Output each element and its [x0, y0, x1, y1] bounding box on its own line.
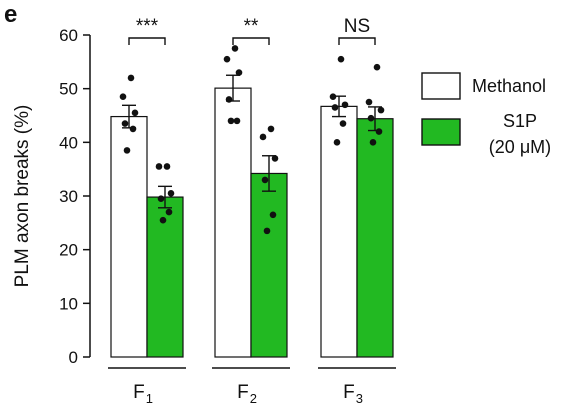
data-point: [231, 45, 239, 52]
significance-bracket: [232, 37, 270, 45]
data-points: [119, 45, 385, 235]
data-point: [129, 125, 137, 133]
data-point: [377, 106, 385, 114]
y-tick-label: 60: [59, 26, 78, 45]
data-point: [269, 211, 277, 219]
legend-swatch-methanol: [421, 72, 461, 100]
significance-label: **: [244, 16, 259, 37]
data-point: [235, 69, 243, 76]
data-point: [369, 139, 377, 146]
data-point: [119, 93, 127, 101]
data-point: [263, 227, 271, 235]
significance-annotations: *** ** NS: [128, 16, 376, 45]
data-point: [339, 120, 347, 127]
data-point: [127, 74, 135, 82]
data-point: [261, 176, 269, 184]
x-group-label: F2: [237, 382, 257, 406]
bars: [110, 87, 394, 358]
significance-label: ***: [136, 16, 159, 37]
bar: [250, 172, 288, 358]
data-point: [165, 208, 173, 216]
x-group-subscript: 1: [146, 391, 153, 406]
data-point: [131, 109, 139, 117]
y-tick-label: 20: [59, 241, 78, 260]
bar: [214, 87, 252, 358]
x-group-label: F1: [133, 382, 153, 406]
data-point: [163, 163, 171, 170]
data-point: [233, 117, 241, 125]
y-axis: 0 10 20 30 40 50 60: [59, 26, 91, 367]
significance-bracket: [338, 37, 376, 45]
data-point: [157, 195, 165, 202]
data-point: [271, 155, 279, 162]
data-point: [367, 114, 375, 122]
legend-swatch-s1p: [421, 118, 461, 146]
x-axis-groups: F1 F2 F3: [108, 367, 396, 406]
y-tick-label: 10: [59, 294, 78, 313]
data-point: [365, 98, 373, 106]
bar: [110, 115, 148, 358]
data-point: [267, 125, 275, 133]
legend-label-s1p: S1P: [503, 111, 537, 131]
y-axis-label: PLM axon breaks (%): [12, 105, 33, 288]
bar: [356, 118, 394, 358]
y-tick-label: 30: [59, 187, 78, 206]
x-group-subscript: 2: [250, 391, 257, 406]
significance-bracket: [128, 37, 166, 45]
data-point: [329, 93, 337, 101]
data-point: [159, 216, 167, 224]
data-point: [333, 139, 341, 146]
legend: Methanol S1P (20 μM): [421, 72, 551, 157]
data-point: [373, 63, 381, 71]
significance-label: NS: [344, 16, 370, 37]
data-point: [375, 128, 383, 135]
panel-label: e: [4, 1, 17, 28]
data-point: [225, 96, 233, 103]
data-point: [337, 55, 345, 63]
data-point: [341, 101, 349, 109]
data-point: [227, 117, 235, 125]
data-point: [155, 163, 163, 170]
data-point: [121, 120, 129, 127]
data-point: [331, 104, 339, 111]
y-tick-label: 0: [69, 348, 78, 367]
data-point: [167, 190, 175, 197]
data-point: [123, 147, 131, 154]
bar: [146, 196, 184, 358]
data-point: [259, 133, 267, 141]
data-point: [223, 55, 231, 63]
x-group-subscript: 3: [356, 391, 363, 406]
y-tick-label: 40: [59, 133, 78, 152]
legend-label-s1p-concentration: (20 μM): [489, 137, 551, 157]
x-group-label: F3: [343, 382, 363, 406]
y-tick-label: 50: [59, 80, 78, 99]
legend-label-methanol: Methanol: [472, 76, 546, 96]
